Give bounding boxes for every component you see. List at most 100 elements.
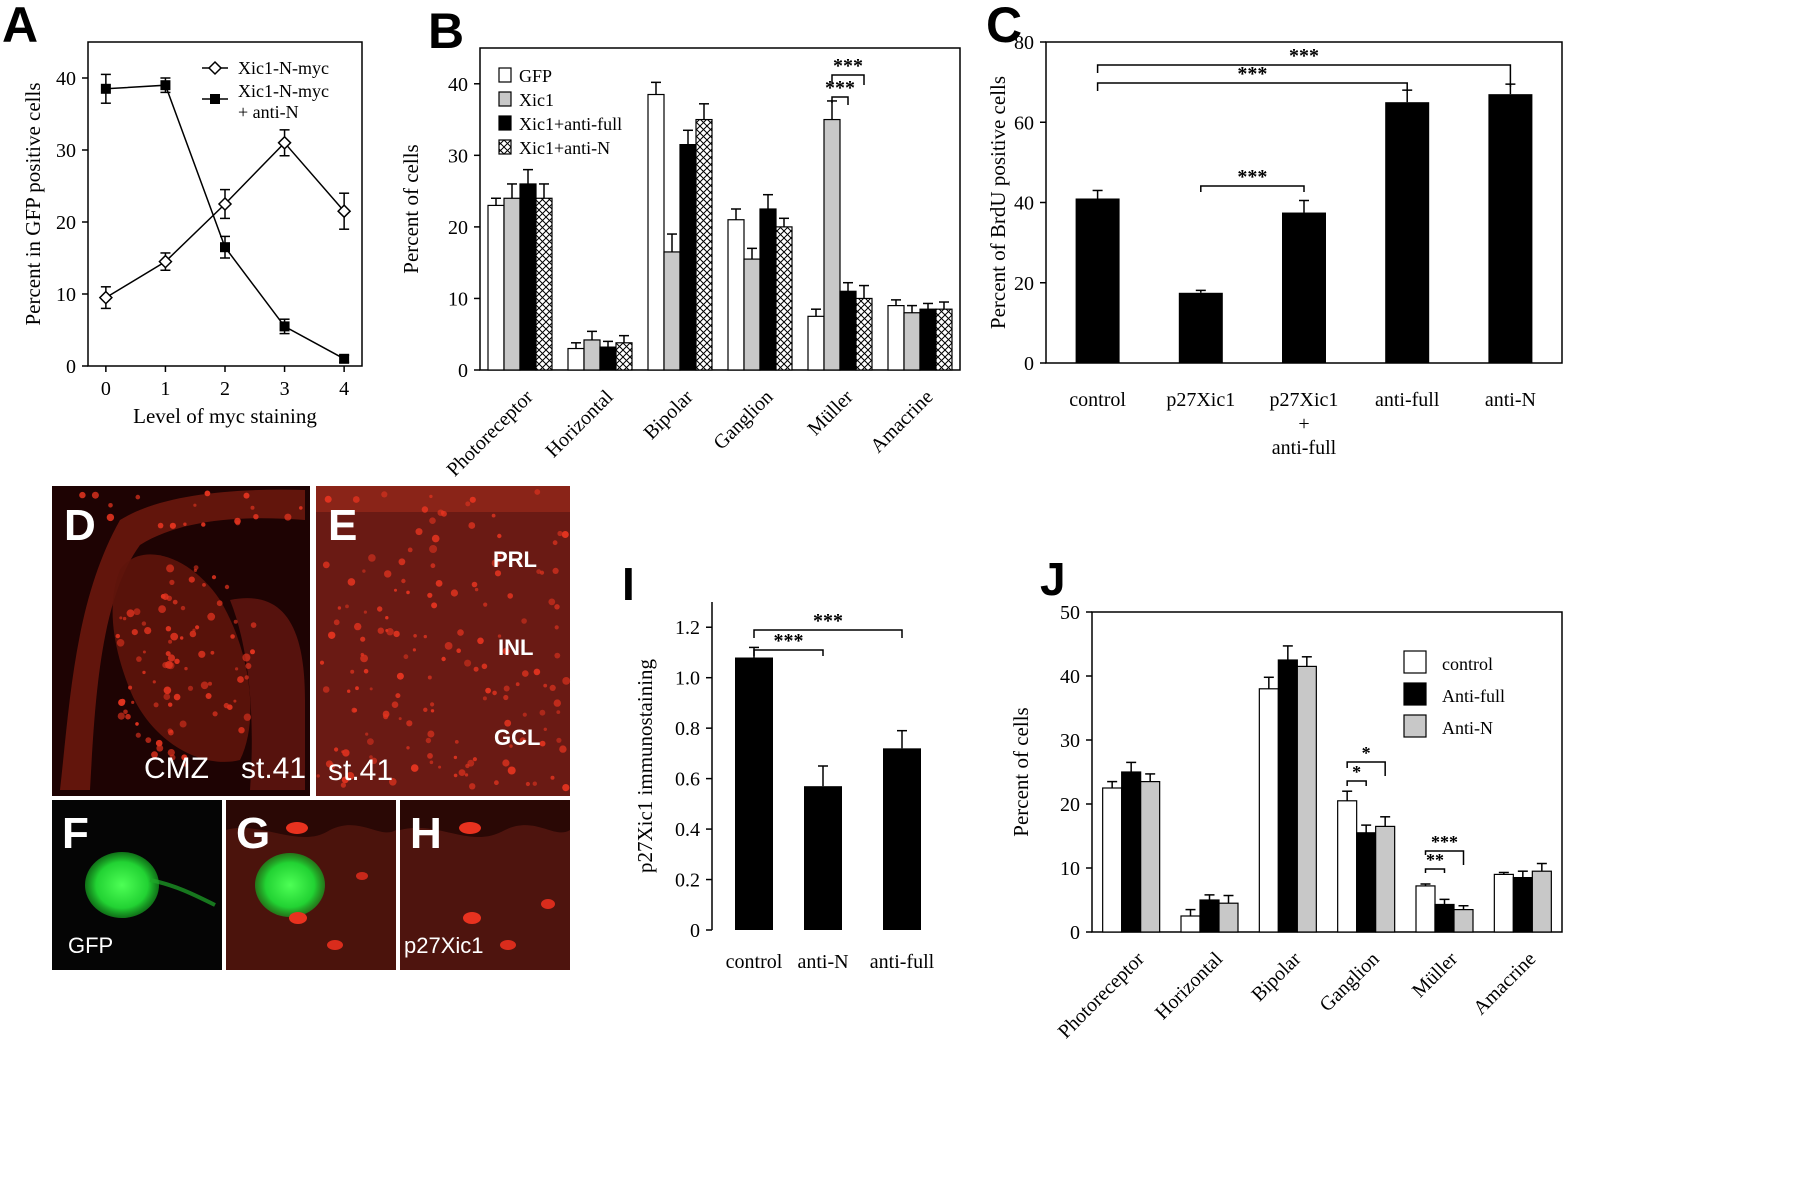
micrograph-nucleus-dot	[407, 547, 413, 553]
i-ytick-label: 1.0	[675, 668, 700, 690]
b-legend-swatch	[498, 91, 512, 107]
a-point-square	[220, 242, 230, 253]
micrograph-nucleus-dot	[401, 578, 406, 584]
j-significance-bracket-ganglion-2-label: *	[1352, 762, 1361, 782]
micrograph-nucleus-dot	[491, 559, 500, 567]
micrograph-nucleus-dot	[237, 676, 244, 683]
micrograph-nucleus-dot	[123, 709, 128, 715]
micrograph-nucleus-dot	[333, 619, 340, 626]
j-y-axis-title: Percent of cells	[1009, 707, 1033, 836]
micrograph-nucleus-dot	[322, 686, 330, 693]
j-legend-swatch	[1403, 682, 1427, 706]
micrograph-nucleus-dot	[554, 604, 560, 610]
micrograph-nucleus-dot	[319, 660, 325, 665]
micrograph-nucleus-dot	[340, 782, 346, 788]
micrograph-nucleus-dot	[179, 720, 187, 728]
chart-panel-a: 0 10 20 30 40 Percent in GFP positive cells 0 1…	[21, 41, 363, 428]
micrograph-nucleus-dot	[509, 744, 513, 748]
micrograph-nucleus-dot	[193, 565, 199, 570]
c-category-label: p27Xic1	[1270, 389, 1339, 411]
micrograph-nucleus-dot	[355, 686, 359, 691]
micrograph-nucleus-dot	[423, 707, 428, 712]
micrograph-nucleus-dot	[396, 672, 404, 680]
j-bar	[1434, 903, 1455, 933]
c-significance-bracket-1	[1096, 64, 1512, 87]
micrograph-nucleus-dot	[167, 749, 175, 757]
micrograph-nucleus-dot	[233, 699, 237, 703]
c-significance-bracket-3	[1200, 185, 1305, 192]
j-bar	[1199, 899, 1220, 933]
micrograph-nucleus-dot	[458, 769, 466, 776]
micrograph-nucleus-dot	[201, 522, 206, 527]
micrograph-nucleus-dot	[539, 709, 546, 716]
i-bar	[735, 657, 773, 930]
micrograph-nucleus-dot	[522, 712, 527, 717]
micrograph-nucleus-dot	[135, 494, 141, 500]
micrograph-nucleus-dot	[351, 707, 357, 713]
j-bar	[1140, 780, 1161, 933]
micrograph-nucleus-dot	[115, 633, 121, 639]
micrograph-nucleus-dot	[367, 738, 374, 745]
j-bar	[1296, 665, 1317, 933]
b-bar	[647, 93, 665, 371]
micrograph-nucleus-dot	[465, 501, 471, 507]
micrograph-nucleus-dot	[227, 704, 233, 710]
micrograph-nucleus-dot	[108, 503, 113, 508]
j-significance-bracket-muller-1-label: **	[1426, 850, 1444, 870]
b-ytick-label: 10	[448, 288, 468, 310]
micrograph-nucleus-dot	[556, 710, 561, 714]
micrograph-nucleus-dot	[549, 684, 556, 692]
c-ytick-label: 40	[1014, 193, 1034, 215]
b-bar	[759, 208, 777, 371]
micrograph-nucleus-dot	[557, 530, 563, 537]
micrograph-nucleus-dot	[363, 668, 369, 674]
micrograph-f-label-gfp: GFP	[68, 933, 113, 958]
c-bar	[1178, 292, 1223, 363]
micrograph-nucleus-dot	[534, 489, 541, 495]
micrograph-nucleus-dot	[491, 513, 496, 518]
i-ytick-label: 0	[690, 920, 700, 942]
panel-letter-b: B	[428, 3, 464, 59]
micrograph-nucleus-dot	[216, 600, 223, 607]
micrograph-nucleus-dot	[377, 627, 384, 634]
micrograph-nucleus-dot	[429, 545, 438, 553]
a-point-diamond	[277, 135, 292, 150]
b-legend-label: Xic1	[519, 90, 554, 110]
micrograph-h-red-nucleus-2	[463, 912, 481, 924]
i-ytick-label: 0.6	[675, 769, 700, 791]
a-legend-label-1a: Xic1-N-myc	[238, 81, 329, 101]
c-ytick-label: 0	[1024, 353, 1034, 375]
micrograph-h: H p27Xic1	[400, 800, 570, 970]
a-ytick-label: 0	[66, 356, 76, 378]
micrograph-nucleus-dot	[142, 650, 146, 654]
j-bar	[1258, 688, 1279, 933]
micrograph-nucleus-dot	[377, 606, 383, 612]
micrograph-nucleus-dot	[471, 581, 478, 588]
b-legend-swatch	[498, 139, 512, 155]
micrograph-nucleus-dot	[410, 764, 419, 772]
micrograph-nucleus-dot	[119, 698, 126, 705]
micrograph-nucleus-dot	[362, 569, 366, 573]
i-ytick-label: 0.4	[675, 819, 700, 841]
micrograph-nucleus-dot	[532, 781, 537, 786]
micrograph-nucleus-dot	[412, 648, 416, 652]
micrograph-e-nuclei	[316, 489, 571, 792]
micrograph-nucleus-dot	[165, 651, 171, 657]
i-significance-bracket-1	[753, 629, 903, 638]
micrograph-nucleus-dot	[552, 540, 558, 546]
j-bar	[1356, 832, 1377, 933]
j-bar	[1512, 876, 1533, 933]
b-legend-label: Xic1+anti-full	[519, 114, 622, 134]
micrograph-nucleus-dot	[352, 496, 360, 503]
micrograph-f-gfp-cell	[85, 852, 159, 918]
micrograph-nucleus-dot	[468, 522, 476, 529]
b-legend-label: GFP	[519, 66, 552, 86]
micrograph-nucleus-dot	[91, 491, 99, 499]
micrograph-nucleus-dot	[168, 702, 173, 707]
micrograph-nucleus-dot	[548, 598, 556, 606]
micrograph-nucleus-dot	[454, 740, 459, 744]
b-bar	[887, 305, 905, 371]
micrograph-nucleus-dot	[165, 661, 173, 669]
micrograph-d: D CMZ st.41	[52, 486, 310, 796]
micrograph-nucleus-dot	[168, 639, 173, 644]
